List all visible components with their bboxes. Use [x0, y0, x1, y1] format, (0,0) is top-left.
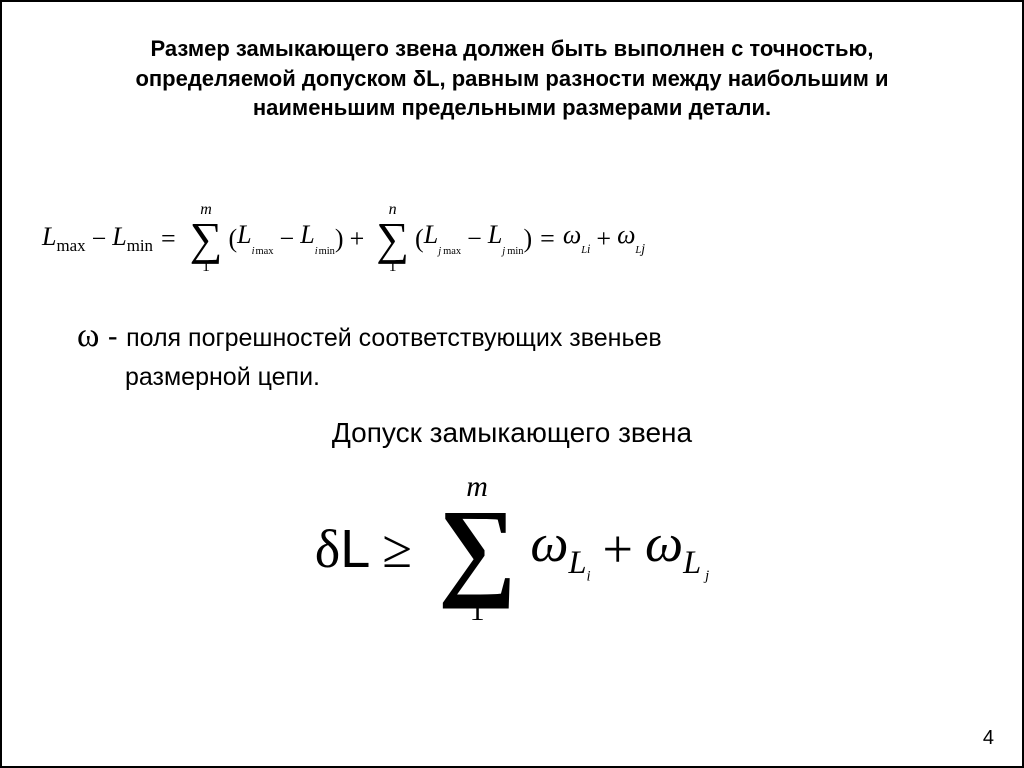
f2-sum: m ∑ 1	[438, 472, 516, 626]
f2-L: L	[340, 518, 370, 580]
page-number: 4	[983, 727, 994, 750]
omega-text-1: поля погрешностей соответствующих звенье…	[126, 324, 662, 352]
f2-ge: ≥	[382, 518, 412, 580]
f1-sum-n: n ∑ 1	[376, 202, 409, 275]
f2-omegaLj: ωLj	[645, 512, 709, 585]
omega-definition: ω - поля погрешностей соответствующих зв…	[77, 312, 962, 395]
f1-omegaLj: ωLj	[617, 220, 645, 257]
formula-tolerance: δL ≥ m ∑ 1 ωLi + ωLj	[2, 472, 1022, 626]
f1-Lmin: Lmin	[112, 222, 153, 256]
f1-sum-m: m ∑ 1	[190, 202, 223, 275]
f1-plus1: +	[350, 224, 365, 254]
f1-plus2: +	[596, 224, 611, 254]
omega-dash: -	[99, 320, 126, 353]
title-line-3: наименьшим предельными размерами детали.	[253, 95, 771, 120]
f2-plus: +	[603, 518, 633, 580]
title-line-1: Размер замыкающего звена должен быть вып…	[151, 36, 874, 61]
f1-Ljmax: Ljmax	[424, 220, 461, 256]
f1-minus2: −	[280, 224, 295, 254]
f1-lparen1: (	[228, 224, 237, 254]
f1-lparen2: (	[415, 224, 424, 254]
f2-omegaLi: ωLi	[530, 512, 590, 585]
subtitle: Допуск замыкающего звена	[2, 417, 1022, 449]
f1-rparen2: )	[524, 224, 533, 254]
f1-Limin: Limin	[300, 220, 335, 256]
formula-main: Lmax − Lmin = m ∑ 1 ( Limax − Limin ) + …	[42, 202, 982, 275]
omega-symbol: ω	[77, 317, 99, 354]
f1-Lmax: Lmax	[42, 222, 86, 256]
title-line-2: определяемой допуском δL, равным разност…	[135, 66, 888, 91]
f1-minus: −	[92, 224, 107, 254]
f1-omegaLi: ωLi	[563, 220, 591, 257]
f1-rparen1: )	[335, 224, 344, 254]
f1-Ljmin: Ljmin	[488, 220, 524, 256]
f1-eq2: =	[540, 224, 555, 254]
f2-delta: δ	[315, 518, 340, 580]
f1-Limax: Limax	[237, 220, 273, 256]
omega-text-2: размерной цепи.	[77, 360, 962, 395]
f1-minus3: −	[467, 224, 482, 254]
f1-eq1: =	[161, 224, 176, 254]
slide-title: Размер замыкающего звена должен быть вып…	[62, 34, 962, 123]
slide: Размер замыкающего звена должен быть вып…	[0, 0, 1024, 768]
